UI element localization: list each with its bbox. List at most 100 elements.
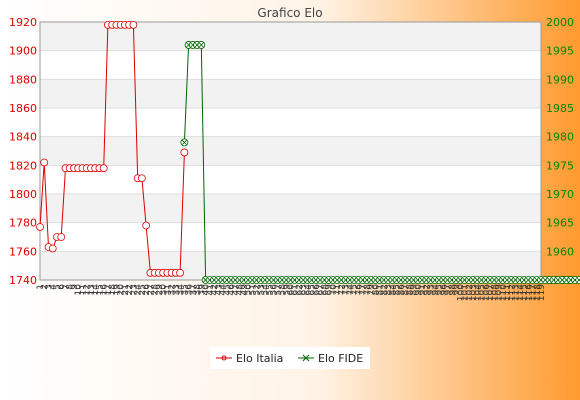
- x-tick-label: 101: [461, 284, 471, 301]
- x-tick-label: 36: [185, 284, 195, 296]
- x-tick-label: 63: [299, 284, 309, 295]
- x-tick-label: 91: [418, 284, 428, 295]
- x-tick-label: 88: [405, 284, 415, 296]
- x-tick-label: 35: [180, 284, 190, 295]
- x-tick-label: 90: [414, 284, 424, 296]
- x-tick-label: 97: [444, 284, 454, 295]
- x-tick-label: 95: [435, 284, 445, 295]
- x-tick-label: 102: [465, 284, 475, 301]
- x-tick-label: 69: [325, 284, 335, 296]
- right-tick-label: 1980: [546, 131, 574, 144]
- x-tick-label: 15: [95, 284, 105, 295]
- x-tick-label: 34: [176, 284, 186, 296]
- x-tick-label: 107: [486, 284, 496, 301]
- left-tick-label: 1900: [9, 45, 37, 58]
- x-tick-label: 68: [320, 284, 330, 296]
- x-tick-label: 62: [295, 284, 305, 295]
- left-tick-label: 1840: [9, 131, 37, 144]
- x-tick-label: 20: [117, 284, 127, 296]
- x-tick-label: 27: [146, 284, 156, 295]
- x-tick-label: 33: [172, 284, 182, 295]
- x-tick-label: 92: [422, 284, 432, 295]
- x-tick-label: 28: [151, 284, 161, 296]
- point-elo-italia: [40, 158, 49, 167]
- grid-band: [40, 79, 541, 108]
- right-tick-label: 1960: [546, 245, 574, 258]
- x-tick-label: 44: [219, 284, 229, 296]
- x-tick-label: 106: [482, 284, 492, 301]
- legend-elo-italia-label[interactable]: Elo Italia: [236, 352, 283, 365]
- x-tick-label: 30: [159, 284, 169, 296]
- chart-title: Grafico Elo: [257, 6, 322, 20]
- point-elo-italia: [36, 223, 44, 231]
- x-tick-label: 40: [202, 284, 212, 296]
- point-elo-italia: [57, 233, 66, 241]
- x-tick-label: 114: [516, 284, 526, 301]
- right-tick-label: 1985: [546, 102, 574, 115]
- x-tick-label: 46: [227, 284, 237, 296]
- x-tick-label: 87: [401, 284, 411, 295]
- right-tick-label: 1995: [546, 45, 574, 58]
- x-tick-label: 5: [53, 284, 63, 290]
- point-cross: [198, 42, 204, 48]
- point-elo-fide: [180, 138, 189, 147]
- x-tick-label: 53: [257, 284, 267, 295]
- point-elo-fide: [575, 276, 580, 284]
- left-tick-label: 1860: [9, 102, 37, 115]
- x-tick-label: 45: [223, 284, 233, 295]
- x-tick-label: 89: [410, 284, 420, 296]
- x-tick-label: 50: [244, 284, 254, 296]
- x-tick-label: 119: [537, 284, 547, 301]
- x-tick-label: 59: [282, 284, 292, 296]
- x-tick-label: 116: [524, 284, 534, 301]
- grid-band: [40, 136, 541, 166]
- x-tick-label: 86: [397, 284, 407, 296]
- legend-elo-fide-label[interactable]: Elo FIDE: [318, 352, 363, 365]
- point-ring: [575, 276, 580, 284]
- grid-band: [40, 251, 541, 280]
- x-tick-label: 70: [329, 284, 339, 296]
- x-tick-label: 55: [265, 284, 275, 295]
- x-tick-label: 58: [278, 284, 288, 296]
- x-tick-label: 7: [61, 284, 71, 290]
- x-tick-label: 96: [439, 284, 449, 296]
- x-tick-label: 81: [376, 284, 386, 295]
- x-tick-label: 76: [354, 284, 364, 296]
- legend[interactable]: Elo Italia Elo FIDE: [210, 347, 370, 369]
- x-tick-label: 103: [469, 284, 479, 301]
- x-tick-label: 23: [129, 284, 139, 295]
- point-elo-italia: [180, 148, 189, 157]
- x-tick-label: 112: [507, 284, 517, 301]
- left-tick-label: 1880: [9, 73, 37, 86]
- left-tick-label: 1800: [9, 188, 37, 201]
- x-tick-label: 54: [261, 284, 271, 296]
- x-tick-label: 18: [108, 284, 118, 296]
- x-tick-label: 83: [384, 284, 394, 295]
- x-tick-label: 85: [393, 284, 403, 295]
- x-tick-label: 51: [248, 284, 258, 295]
- x-tick-label: 109: [495, 284, 505, 301]
- point-elo-italia: [137, 174, 146, 183]
- x-tick-label: 74: [346, 284, 356, 296]
- x-tick-label: 84: [388, 284, 398, 296]
- x-tick-label: 37: [189, 284, 199, 295]
- grid-band: [40, 194, 541, 223]
- x-tick-label: 72: [337, 284, 347, 295]
- legend-elo-italia-marker: [221, 355, 227, 361]
- legend-elo-fide-marker: [302, 354, 310, 362]
- x-tick-label: 25: [138, 284, 148, 295]
- x-tick-label: 64: [303, 284, 313, 296]
- x-tick-label: 82: [380, 284, 390, 295]
- x-tick-label: 43: [214, 284, 224, 295]
- x-tick-label: 42: [210, 284, 220, 295]
- x-tick-label: 4: [49, 284, 59, 290]
- x-tick-label: 98: [448, 284, 458, 296]
- right-tick-label: 1990: [546, 73, 574, 86]
- x-tick-label: 22: [125, 284, 135, 295]
- right-tick-label: 1975: [546, 159, 574, 172]
- x-tick-label: 12: [83, 284, 93, 295]
- left-tick-label: 1780: [9, 217, 37, 230]
- x-tick-label: 49: [240, 284, 250, 296]
- x-tick-label: 73: [342, 284, 352, 295]
